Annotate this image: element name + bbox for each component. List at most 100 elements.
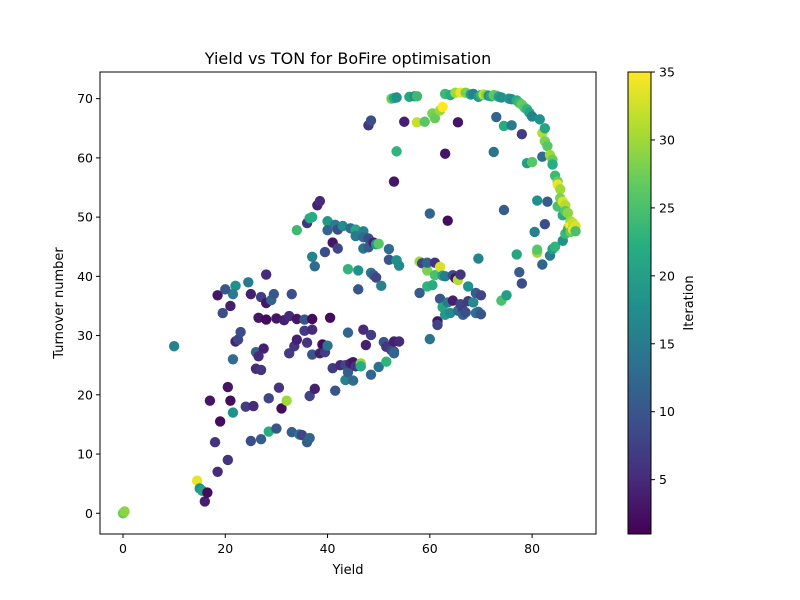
data-point	[365, 369, 377, 380]
data-point	[307, 313, 318, 325]
data-point	[437, 101, 448, 113]
data-point	[243, 277, 254, 288]
colorbar-tick-label: 30	[659, 132, 675, 147]
data-point	[455, 269, 466, 280]
data-point	[424, 333, 436, 345]
data-point	[475, 309, 487, 320]
data-point	[542, 196, 553, 207]
data-point	[227, 288, 239, 300]
data-point	[299, 314, 310, 325]
data-point	[501, 290, 512, 301]
data-point	[220, 284, 231, 295]
data-point	[307, 211, 318, 223]
data-point	[255, 364, 267, 376]
data-point	[202, 487, 213, 498]
data-point	[263, 393, 274, 404]
data-point	[549, 241, 561, 252]
data-point	[260, 314, 272, 325]
data-point	[475, 290, 487, 301]
data-point	[119, 506, 130, 517]
data-point	[222, 381, 234, 393]
data-point	[307, 324, 318, 335]
data-point	[473, 253, 484, 264]
data-point	[309, 261, 320, 272]
data-point	[376, 280, 387, 292]
data-point	[419, 116, 430, 127]
data-point	[391, 146, 402, 157]
data-point	[399, 116, 410, 127]
colorbar-tick-label: 10	[659, 404, 675, 419]
data-point	[516, 278, 528, 289]
colorbar-ticks: 5 10 15 20 25 30 35	[651, 65, 675, 487]
data-point	[516, 128, 528, 140]
data-point	[370, 272, 382, 283]
data-point	[271, 423, 282, 434]
data-point	[212, 466, 223, 478]
data-point	[373, 238, 384, 249]
data-point	[531, 244, 543, 255]
data-point	[529, 226, 540, 238]
data-point	[539, 123, 551, 134]
data-point	[414, 287, 425, 299]
data-point	[439, 271, 451, 282]
data-point	[365, 115, 377, 126]
data-point	[273, 382, 285, 393]
data-point	[422, 265, 433, 276]
y-axis-label: Turnover number	[52, 247, 67, 360]
data-point	[253, 351, 264, 362]
data-point	[373, 361, 384, 373]
data-point	[322, 224, 333, 236]
data-point	[393, 260, 405, 271]
data-point	[539, 219, 551, 230]
x-tick-label: 80	[524, 541, 540, 556]
data-point	[393, 336, 405, 347]
data-point	[248, 400, 259, 412]
data-point	[342, 367, 354, 378]
data-point	[342, 327, 354, 338]
y-tick-label: 0	[85, 506, 93, 521]
data-point	[225, 395, 236, 406]
data-point	[286, 288, 297, 300]
x-tick-label: 40	[320, 541, 336, 556]
colorbar-tick-label: 25	[659, 200, 675, 215]
data-point	[347, 375, 359, 386]
colorbar-tick-label: 15	[659, 336, 675, 351]
data-point	[260, 269, 272, 280]
data-point	[222, 454, 234, 466]
data-point	[353, 265, 364, 276]
x-tick-label: 0	[119, 541, 127, 556]
data-point	[422, 257, 433, 268]
data-point	[209, 436, 221, 448]
x-axis-ticks: 0 20 40 60 80	[119, 534, 540, 556]
data-point	[383, 243, 395, 255]
data-point	[268, 288, 280, 300]
data-point	[168, 341, 180, 352]
data-point	[230, 280, 241, 292]
data-point	[506, 120, 517, 131]
data-point	[324, 312, 336, 324]
data-point	[462, 281, 474, 292]
data-point	[214, 416, 226, 427]
data-point	[225, 300, 236, 312]
data-point	[355, 361, 366, 372]
data-point	[439, 148, 451, 159]
y-axis-ticks: 0 10 20 30 40 50 60 70	[77, 91, 100, 521]
data-point	[411, 91, 423, 102]
data-point	[432, 319, 443, 331]
data-point	[498, 204, 510, 216]
data-point	[534, 114, 545, 125]
data-point	[332, 243, 343, 254]
data-point	[498, 120, 510, 132]
data-point	[491, 111, 502, 123]
colorbar-label: Iteration	[682, 275, 697, 330]
y-tick-label: 20	[77, 387, 93, 402]
plot-frame	[99, 71, 597, 535]
data-point	[299, 325, 310, 337]
data-point	[291, 334, 303, 345]
data-point	[291, 224, 303, 236]
data-point	[307, 349, 318, 360]
data-point	[547, 159, 558, 170]
y-tick-label: 40	[77, 269, 93, 284]
